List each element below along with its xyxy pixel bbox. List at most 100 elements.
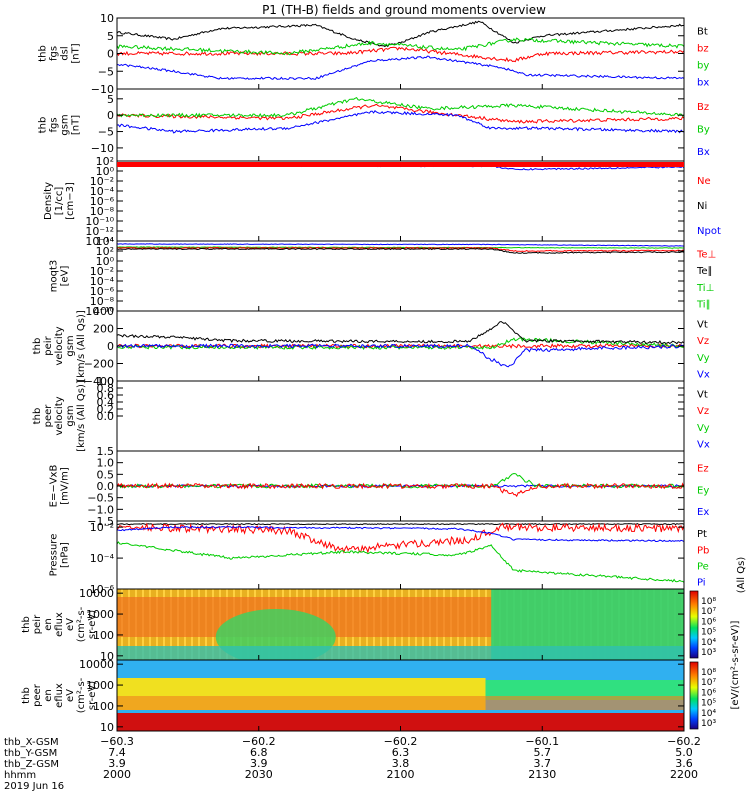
trace-Pt [117, 523, 684, 526]
ylabel-line: (cm²-s- [76, 606, 87, 642]
legend-Vt: Vt [697, 320, 708, 331]
colorbar-label: 10⁸ [701, 668, 716, 678]
legend-Ey: Ey [697, 485, 709, 496]
ephem-value: 3.9 [108, 757, 126, 770]
panel-peir_eflux: 10000 1000 100 10 thb peir en eflux eV (cm²-s-sr-… [21, 587, 685, 663]
colorbar-peer_eflux [689, 661, 699, 730]
colorbar-label: 10⁶ [701, 688, 716, 698]
ylabel-line: thb [32, 408, 43, 425]
ylabel-line: eV [65, 618, 76, 631]
ylabel-line: sr-eV) [87, 681, 98, 710]
trace-bz [117, 46, 684, 63]
ytick-label: 10⁰ [96, 165, 115, 178]
ytick-label: 10000 [79, 658, 114, 671]
ylabel-line: peir [32, 614, 43, 634]
trace-by [117, 37, 684, 56]
trace-Vx [117, 343, 684, 368]
ytick-label: 200 [93, 323, 114, 336]
ytick-label: 10⁻¹⁰ [85, 305, 114, 318]
ylabel-line: velocity [54, 396, 65, 435]
ylabel-line: velocity [54, 326, 65, 365]
ylabel-line: gsm [60, 114, 71, 135]
ytick-label: 10⁻⁶ [90, 285, 115, 298]
trace-Bt [117, 20, 684, 48]
ytick-label: −400 [84, 375, 114, 388]
ytick-label: −10 [91, 142, 114, 155]
ylabel-line: dsl [60, 46, 71, 60]
legend-Vx: Vx [697, 370, 710, 381]
colorbar-label: 10⁵ [701, 699, 716, 709]
trace-Vz [117, 343, 684, 349]
ephem-value: −60.2 [384, 735, 418, 748]
legend-bz: bz [697, 44, 709, 55]
colorbar-label: 10⁷ [701, 678, 716, 688]
ytick-label: −10 [91, 83, 114, 96]
ephem-value: −60.3 [100, 735, 134, 748]
ephem-value: 3.6 [675, 757, 693, 770]
ylabel-line: sr-eV) [87, 610, 98, 639]
ephem-label: thb_Z-GSM [4, 759, 59, 770]
ylabel-line: en [43, 689, 54, 702]
ytick-label: 0 [107, 48, 114, 61]
ytick-label: 10⁻² [90, 175, 114, 188]
legend-Vt: Vt [697, 390, 708, 401]
ephem-value: −60.1 [525, 735, 559, 748]
trace-bx [117, 55, 684, 80]
ytick-label: 5 [107, 30, 114, 43]
trace-Vt [117, 320, 684, 345]
panel-fgs_gsm-data [117, 96, 684, 134]
ylabel-line: thb [38, 45, 49, 62]
panel-efield-data [117, 472, 684, 498]
ytick-label: 10⁻⁴ [90, 275, 115, 288]
legend-Pt: Pt [697, 529, 707, 540]
trace-By [117, 96, 684, 118]
ytick-label: 10⁰ [96, 255, 115, 268]
ephem-label: thb_X-GSM [4, 737, 59, 748]
ytick-label: 10000 [79, 587, 114, 600]
ytick-label: 1.5 [97, 445, 115, 458]
legend-Vz: Vz [697, 406, 709, 417]
ytick-label: 10⁻⁴ [90, 552, 115, 565]
colorbar-label: 10⁶ [701, 617, 716, 627]
ytick-label: 0.5 [97, 468, 115, 481]
ylabel-line: [nT] [71, 43, 82, 63]
ephem-value: 7.4 [108, 746, 126, 759]
ytick-label: 1000 [86, 679, 114, 692]
ylabel-line: E=−VxB [49, 465, 60, 508]
panel-temp-data [117, 243, 684, 254]
legend-Bz: Bz [697, 102, 709, 113]
trace-Ti-par [117, 246, 684, 249]
ytick-label: 0.6 [97, 389, 115, 402]
ylabel-line: fgs [49, 117, 60, 132]
panel-pressure: 10⁻² 10⁻⁴ 10⁻⁶ Pressure [nPa] Pt Pb Pe Pi (All Qs… [49, 520, 747, 596]
ephem-value: 3.9 [250, 757, 268, 770]
ytick-label: 10² [96, 155, 114, 168]
legend-Te∥: Te∥ [696, 266, 713, 277]
ytick-label: 100 [93, 700, 114, 713]
legend-Te⊥: Te⊥ [696, 250, 716, 261]
trace-Ez [117, 482, 684, 498]
ytick-label: 10⁻² [90, 265, 114, 278]
ytick-label: 10⁻¹⁰ [85, 215, 114, 228]
trace-Ex [117, 484, 684, 488]
ephem-value: 5.0 [675, 746, 693, 759]
panel-peer_eflux-data [117, 660, 684, 731]
ephem-value: 2100 [387, 768, 415, 781]
panel-peer_vel-frame [116, 380, 685, 452]
ylabel-line: [eV] [60, 266, 71, 287]
ytick-label: 0.0 [97, 410, 115, 423]
ephem-value: 2030 [245, 768, 273, 781]
ytick-label: 1000 [86, 608, 114, 621]
ytick-label: 0.2 [97, 403, 115, 416]
colorbar-label: 10³ [701, 648, 716, 658]
ylabel-line: [cm−3] [65, 182, 76, 220]
ytick-label: −5 [98, 126, 114, 139]
panel-fgs_dsl-data [117, 20, 684, 80]
panel-peer_vel: 1.00.80.60.40.20.0 thb peer velocity gsm [km/… [32, 375, 710, 452]
ylabel-line: thb [21, 616, 32, 633]
legend-Ti⊥: Ti⊥ [696, 283, 714, 294]
legend-Ni: Ni [697, 201, 707, 212]
legend-Npot: Npot [697, 226, 721, 237]
